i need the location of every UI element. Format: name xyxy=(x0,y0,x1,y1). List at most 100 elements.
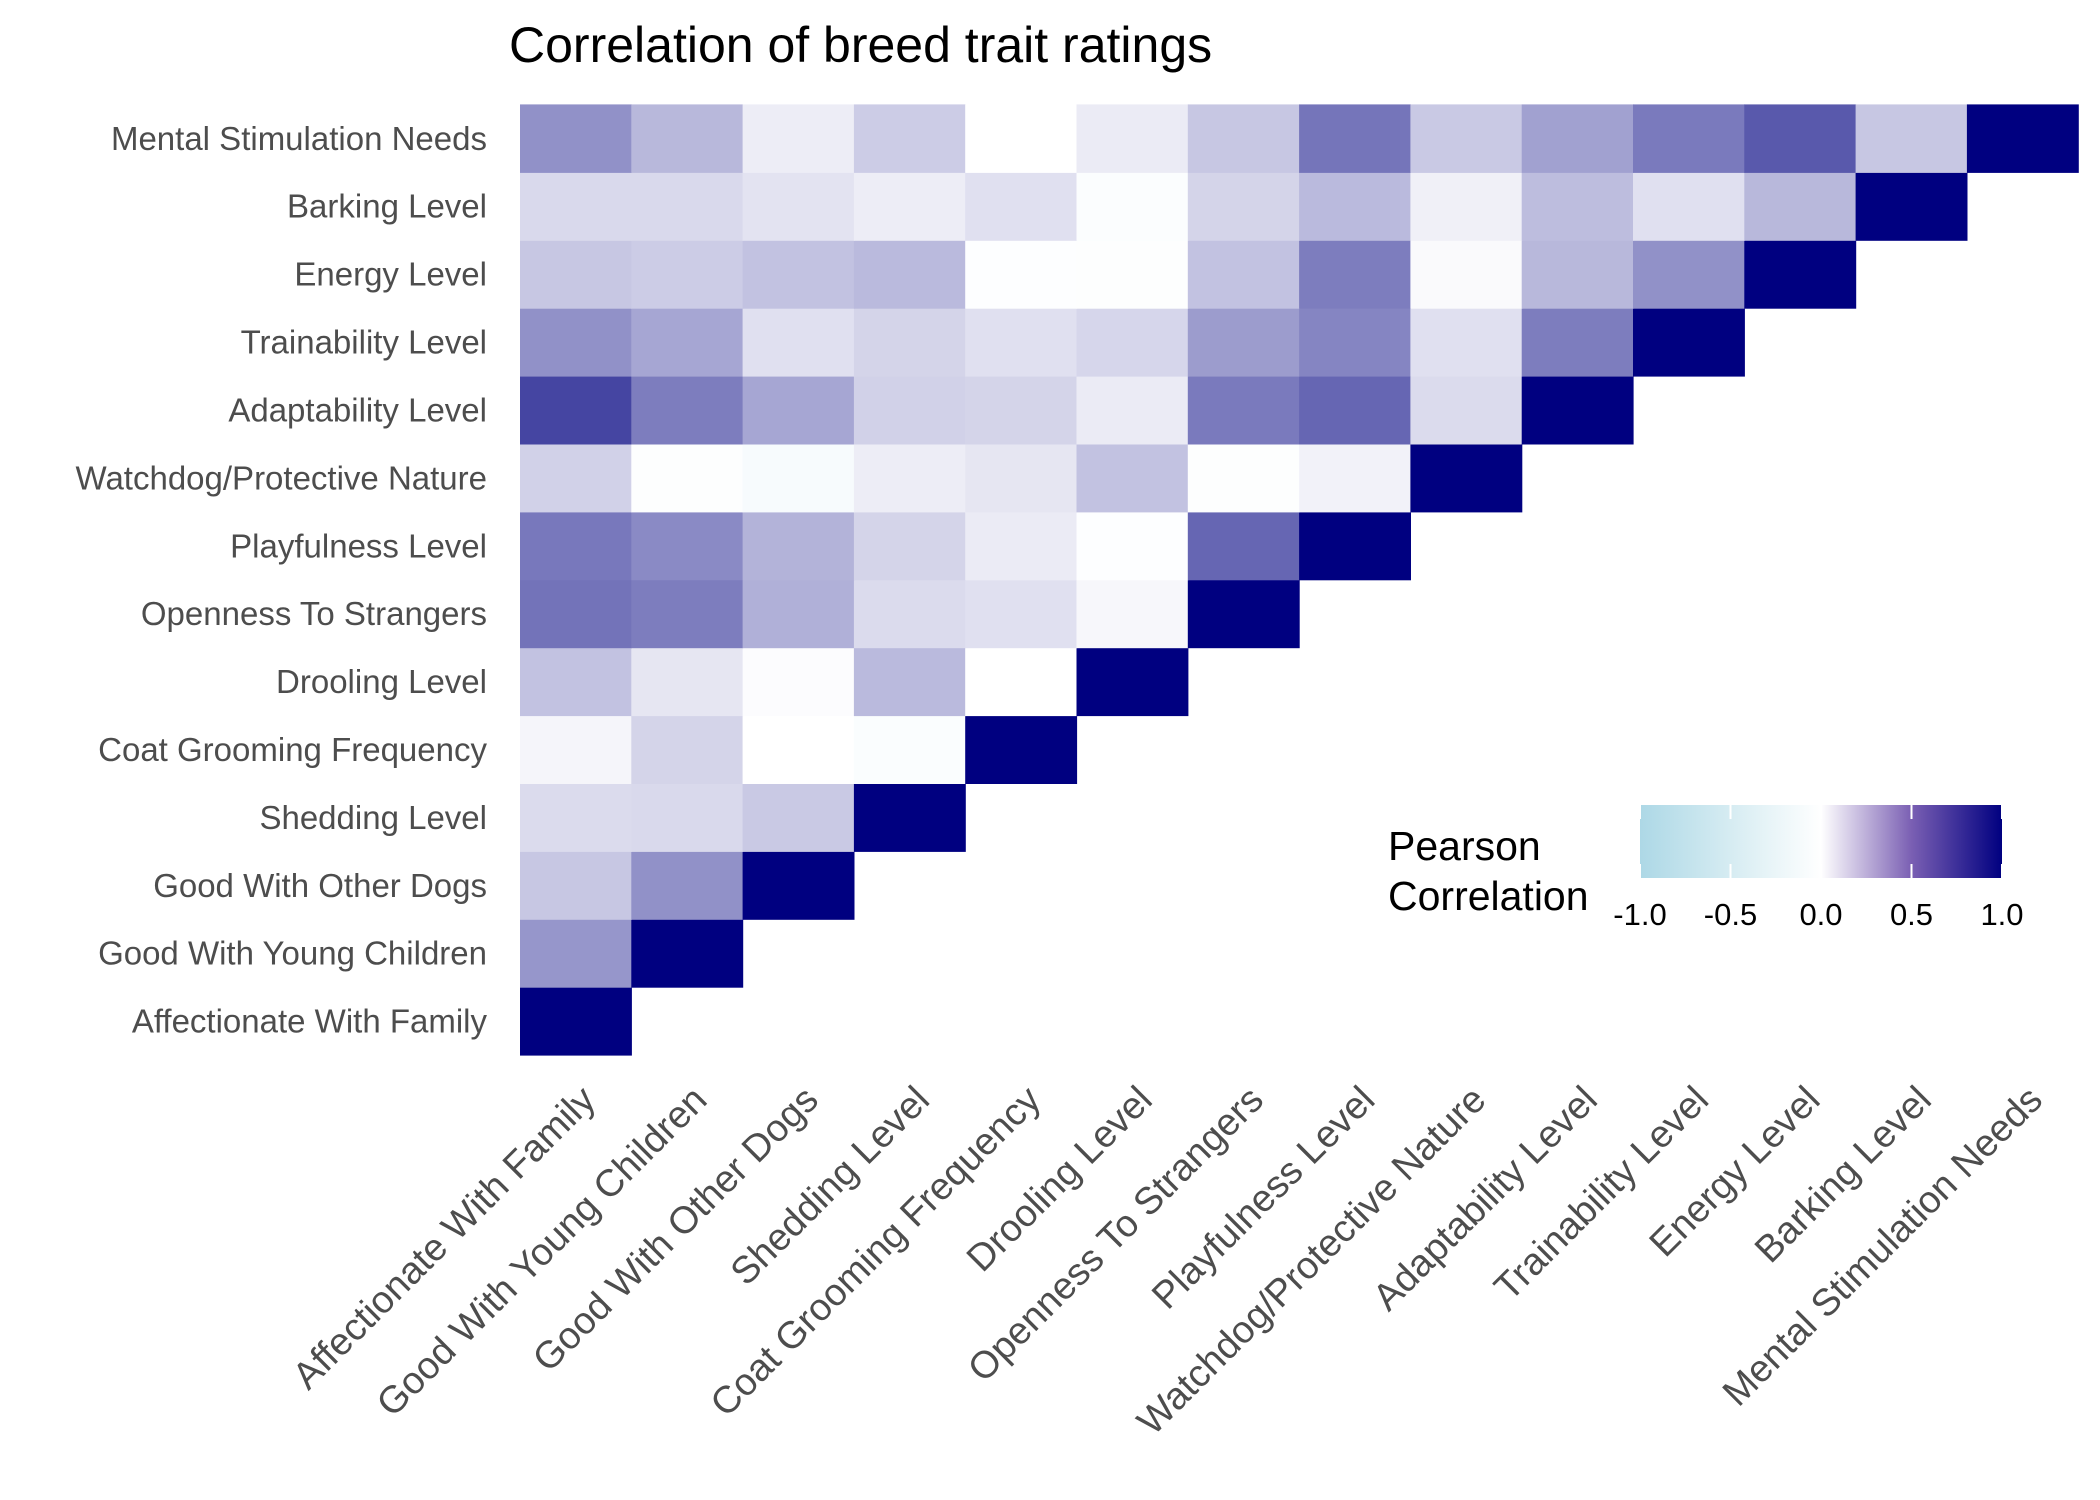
heatmap-cell-barking-level-x-affectionate-with-family xyxy=(520,172,632,241)
heatmap-cell-barking-level-x-energy-level xyxy=(1744,172,1857,241)
y-tick-label-playfulness-level: Playfulness Level xyxy=(230,527,487,564)
heatmap-cell-mental-stimulation-needs-x-affectionate-with-family xyxy=(520,104,632,173)
y-tick-label-adaptability-level: Adaptability Level xyxy=(228,391,487,428)
heatmap-cell-trainability-level-x-openness-to-strangers xyxy=(1187,308,1300,377)
legend: Pearson Correlation -1.0 -0.5 0.0 0.5 1.0 xyxy=(1388,805,2024,932)
heatmap-cell-playfulness-level-x-playfulness-level xyxy=(1299,511,1411,581)
heatmap-cell-mental-stimulation-needs-x-drooling-level xyxy=(1076,104,1189,173)
heatmap-cell-openness-to-strangers-x-openness-to-strangers xyxy=(1187,579,1300,649)
heatmap-cell-energy-level-x-playfulness-level xyxy=(1299,240,1411,309)
heatmap-cell-drooling-level-x-affectionate-with-family xyxy=(520,647,632,717)
heatmap-cell-watchdog-protective-nature-x-good-with-other-dogs xyxy=(742,443,855,513)
heatmap-cell-energy-level-x-trainability-level xyxy=(1633,240,1745,309)
heatmap-cell-trainability-level-x-playfulness-level xyxy=(1299,308,1411,377)
heatmap-cell-shedding-level-x-affectionate-with-family xyxy=(520,783,632,852)
heatmap-cell-good-with-other-dogs-x-good-with-young-children xyxy=(631,851,744,920)
heatmap-cell-adaptability-level-x-affectionate-with-family xyxy=(520,376,632,445)
heatmap-cell-coat-grooming-frequency-x-shedding-level xyxy=(853,715,966,784)
heatmap-cell-good-with-young-children-x-affectionate-with-family xyxy=(520,919,632,988)
legend-tick-label: 0.0 xyxy=(1799,897,1842,932)
heatmap-cell-playfulness-level-x-good-with-young-children xyxy=(631,511,744,581)
heatmap-cell-coat-grooming-frequency-x-coat-grooming-frequency xyxy=(965,715,1078,784)
heatmap-cell-shedding-level-x-shedding-level xyxy=(853,783,966,852)
heatmap-cell-coat-grooming-frequency-x-good-with-young-children xyxy=(631,715,744,784)
heatmap-cell-good-with-other-dogs-x-affectionate-with-family xyxy=(520,851,632,920)
heatmap-cell-shedding-level-x-good-with-young-children xyxy=(631,783,744,852)
y-tick-label-affectionate-with-family: Affectionate With Family xyxy=(132,1003,488,1040)
y-tick-label-good-with-other-dogs: Good With Other Dogs xyxy=(153,867,487,904)
heatmap-cell-openness-to-strangers-x-affectionate-with-family xyxy=(520,579,632,649)
heatmap-cell-mental-stimulation-needs-x-energy-level xyxy=(1744,104,1857,173)
heatmap-cell-adaptability-level-x-good-with-other-dogs xyxy=(742,376,855,445)
heatmap-cell-watchdog-protective-nature-x-playfulness-level xyxy=(1299,443,1411,513)
heatmap-cell-good-with-other-dogs-x-good-with-other-dogs xyxy=(742,851,855,920)
heatmap-cell-drooling-level-x-coat-grooming-frequency xyxy=(965,647,1078,717)
heatmap-cell-adaptability-level-x-playfulness-level xyxy=(1299,376,1411,445)
heatmap-cell-mental-stimulation-needs-x-mental-stimulation-needs xyxy=(1966,104,2079,173)
heatmap-cell-mental-stimulation-needs-x-watchdog-protective-nature xyxy=(1410,104,1523,173)
heatmap-cell-energy-level-x-watchdog-protective-nature xyxy=(1410,240,1523,309)
heatmap-cell-barking-level-x-adaptability-level xyxy=(1521,172,1634,241)
heatmap-cell-energy-level-x-openness-to-strangers xyxy=(1187,240,1300,309)
heatmap-cell-coat-grooming-frequency-x-affectionate-with-family xyxy=(520,715,632,784)
heatmap-cell-trainability-level-x-watchdog-protective-nature xyxy=(1410,308,1523,377)
heatmap-cell-adaptability-level-x-good-with-young-children xyxy=(631,376,744,445)
heatmap-cell-good-with-young-children-x-good-with-young-children xyxy=(631,919,744,988)
legend-title-line1: Pearson xyxy=(1388,823,1541,869)
heatmap-cell-drooling-level-x-shedding-level xyxy=(853,647,966,717)
heatmap-cell-energy-level-x-coat-grooming-frequency xyxy=(965,240,1078,309)
heatmap-cell-drooling-level-x-good-with-young-children xyxy=(631,647,744,717)
heatmap-cell-barking-level-x-openness-to-strangers xyxy=(1187,172,1300,241)
legend-tick-label: -0.5 xyxy=(1704,897,1757,932)
heatmap-cell-trainability-level-x-adaptability-level xyxy=(1521,308,1634,377)
heatmap-cell-openness-to-strangers-x-drooling-level xyxy=(1076,579,1189,649)
y-axis-labels: Affectionate With Family Good With Young … xyxy=(76,120,488,1040)
heatmap-cell-energy-level-x-adaptability-level xyxy=(1521,240,1634,309)
heatmap-cell-adaptability-level-x-adaptability-level xyxy=(1521,376,1634,445)
heatmap-cell-barking-level-x-watchdog-protective-nature xyxy=(1410,172,1523,241)
heatmap-cell-shedding-level-x-good-with-other-dogs xyxy=(742,783,855,852)
chart-title: Correlation of breed trait ratings xyxy=(509,17,1212,73)
heatmap-cell-barking-level-x-drooling-level xyxy=(1076,172,1189,241)
y-tick-label-mental-stimulation-needs: Mental Stimulation Needs xyxy=(111,120,487,157)
heatmap-cell-mental-stimulation-needs-x-good-with-other-dogs xyxy=(742,104,855,173)
heatmap-cell-mental-stimulation-needs-x-shedding-level xyxy=(853,104,966,173)
heatmap-cell-trainability-level-x-good-with-other-dogs xyxy=(742,308,855,377)
heatmap-cell-barking-level-x-barking-level xyxy=(1855,172,1968,241)
heatmap-cell-energy-level-x-affectionate-with-family xyxy=(520,240,632,309)
y-tick-label-trainability-level: Trainability Level xyxy=(241,324,487,361)
heatmap-cell-energy-level-x-shedding-level xyxy=(853,240,966,309)
heatmap-cell-trainability-level-x-affectionate-with-family xyxy=(520,308,632,377)
heatmap-cell-mental-stimulation-needs-x-barking-level xyxy=(1855,104,1968,173)
heatmap-cell-trainability-level-x-coat-grooming-frequency xyxy=(965,308,1078,377)
heatmap-cell-energy-level-x-good-with-other-dogs xyxy=(742,240,855,309)
heatmap-cell-barking-level-x-playfulness-level xyxy=(1299,172,1411,241)
heatmap-cell-barking-level-x-good-with-other-dogs xyxy=(742,172,855,241)
heatmap-cells xyxy=(520,104,2079,1056)
heatmap-cell-trainability-level-x-drooling-level xyxy=(1076,308,1189,377)
heatmap-cell-drooling-level-x-good-with-other-dogs xyxy=(742,647,855,717)
heatmap-cell-openness-to-strangers-x-good-with-other-dogs xyxy=(742,579,855,649)
heatmap-cell-watchdog-protective-nature-x-good-with-young-children xyxy=(631,443,744,513)
heatmap-cell-mental-stimulation-needs-x-adaptability-level xyxy=(1521,104,1634,173)
heatmap-cell-playfulness-level-x-openness-to-strangers xyxy=(1187,511,1300,581)
legend-ticks: -1.0 -0.5 0.0 0.5 1.0 xyxy=(1613,805,2024,932)
heatmap-cell-playfulness-level-x-good-with-other-dogs xyxy=(742,511,855,581)
x-tick-label-shedding-level: Shedding Level xyxy=(723,1079,938,1294)
y-tick-label-energy-level: Energy Level xyxy=(294,256,487,293)
heatmap-cell-trainability-level-x-trainability-level xyxy=(1633,308,1745,377)
heatmap-cell-trainability-level-x-good-with-young-children xyxy=(631,308,744,377)
heatmap-cell-mental-stimulation-needs-x-openness-to-strangers xyxy=(1187,104,1300,173)
heatmap-cell-barking-level-x-coat-grooming-frequency xyxy=(965,172,1078,241)
heatmap-cell-watchdog-protective-nature-x-drooling-level xyxy=(1076,443,1189,513)
heatmap-cell-energy-level-x-energy-level xyxy=(1744,240,1857,309)
heatmap-cell-adaptability-level-x-openness-to-strangers xyxy=(1187,376,1300,445)
legend-tick-label: -1.0 xyxy=(1613,897,1666,932)
heatmap-cell-openness-to-strangers-x-shedding-level xyxy=(853,579,966,649)
heatmap-cell-mental-stimulation-needs-x-coat-grooming-frequency xyxy=(965,104,1078,173)
heatmap-cell-openness-to-strangers-x-good-with-young-children xyxy=(631,579,744,649)
heatmap-cell-adaptability-level-x-shedding-level xyxy=(853,376,966,445)
heatmap-cell-energy-level-x-good-with-young-children xyxy=(631,240,744,309)
